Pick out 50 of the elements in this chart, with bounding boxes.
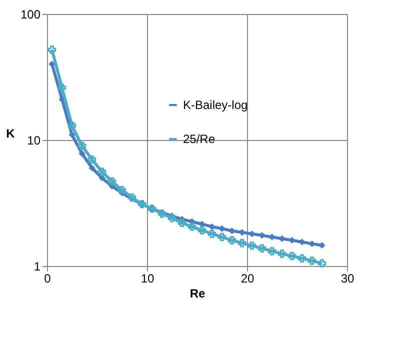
point <box>288 252 296 260</box>
point <box>278 235 286 242</box>
point <box>208 223 216 230</box>
point <box>168 214 176 222</box>
point <box>68 131 76 138</box>
point <box>58 84 66 92</box>
point <box>98 168 106 176</box>
y-tick-label: 1 <box>34 260 41 274</box>
y-axis-title: K <box>6 126 16 140</box>
point <box>298 254 306 262</box>
point <box>48 46 56 54</box>
point <box>268 247 276 256</box>
point <box>268 234 276 240</box>
point <box>68 122 76 130</box>
point <box>238 228 246 236</box>
legend-label: K-Bailey-log <box>183 98 248 112</box>
point <box>198 226 206 234</box>
point <box>308 256 316 265</box>
x-tick-label: 0 <box>44 272 52 286</box>
point <box>178 218 186 227</box>
x-tick-label: 10 <box>140 272 154 286</box>
point <box>248 242 256 250</box>
point <box>118 186 126 194</box>
x-tick-label: 30 <box>340 272 354 286</box>
point <box>308 240 316 248</box>
point <box>88 155 96 164</box>
x-tick-label: 20 <box>240 272 254 286</box>
point <box>258 244 266 252</box>
point <box>318 259 326 268</box>
point <box>108 177 116 186</box>
point <box>188 222 196 231</box>
point <box>208 230 216 238</box>
point <box>218 225 226 232</box>
point <box>288 236 296 244</box>
point <box>318 242 326 249</box>
point <box>78 150 86 157</box>
point <box>78 142 86 150</box>
point <box>278 250 286 258</box>
point <box>238 238 246 248</box>
point <box>228 228 236 234</box>
point <box>88 164 96 172</box>
y-tick-label: 100 <box>20 8 41 22</box>
point <box>218 232 226 242</box>
point <box>258 232 266 239</box>
point <box>228 236 236 244</box>
x-axis-title: Re <box>190 286 206 300</box>
legend-label: 25/Re <box>183 132 216 146</box>
y-tick-label: 10 <box>27 134 41 148</box>
point <box>298 238 306 246</box>
point <box>248 230 256 238</box>
